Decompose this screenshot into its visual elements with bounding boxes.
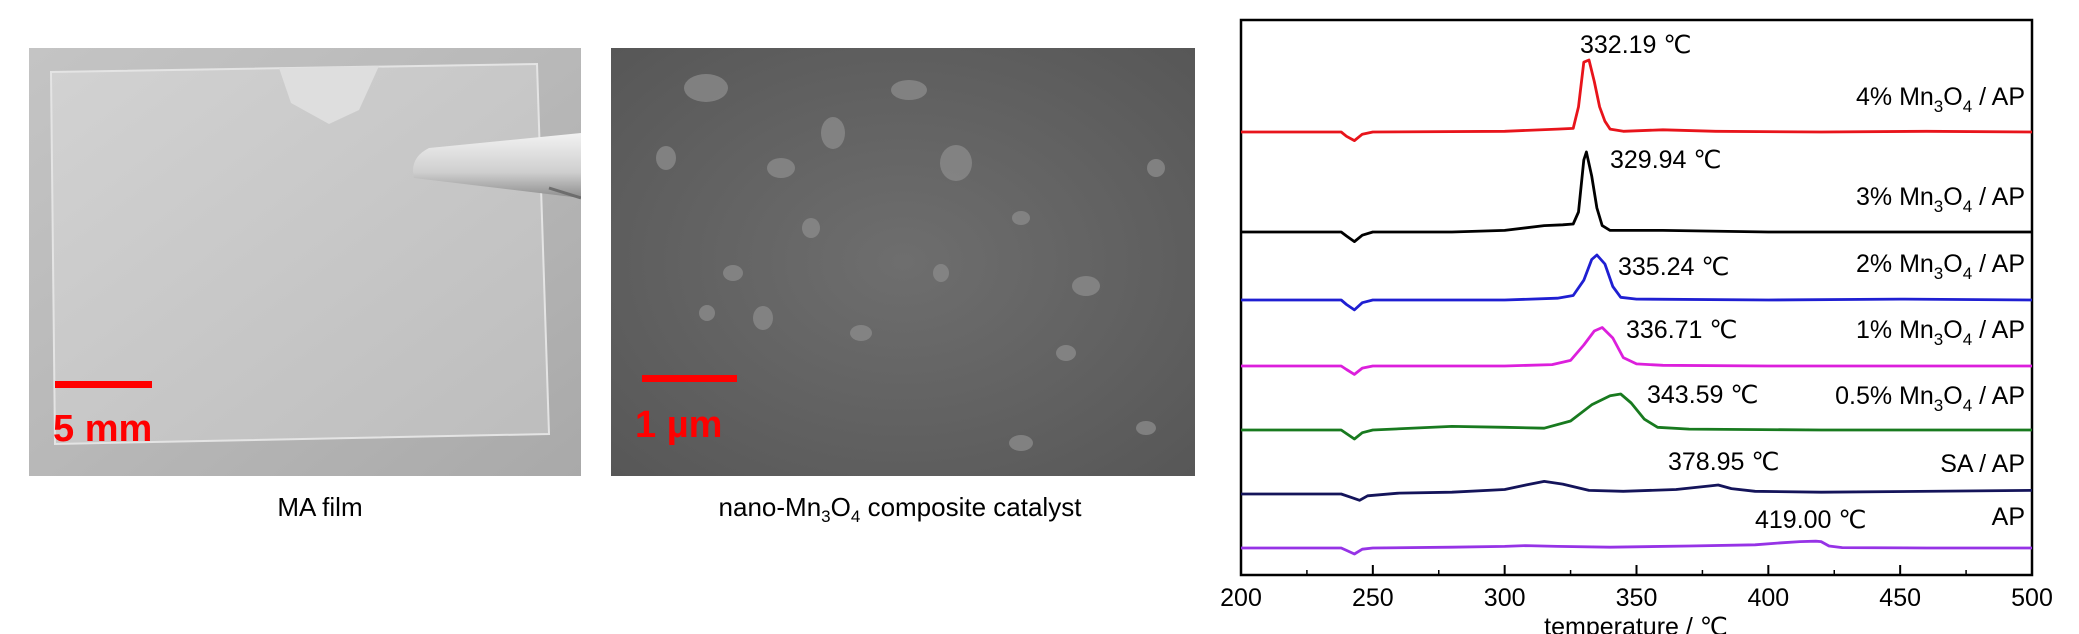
peak-label: 343.59 ℃ xyxy=(1647,381,1759,409)
x-tick-label: 450 xyxy=(1879,584,1921,612)
series-name-label: 3% Mn3O4 / AP xyxy=(1856,183,2025,216)
x-axis-title: temperature / ℃ xyxy=(1544,613,1728,634)
caption-sub-4: 4 xyxy=(850,507,861,527)
series-name-label: 1% Mn3O4 / AP xyxy=(1856,316,2025,349)
series-name-label: 0.5% Mn3O4 / AP xyxy=(1835,382,2025,415)
film-caption: MA film xyxy=(277,492,363,522)
x-tick-label: 400 xyxy=(1747,584,1789,612)
peak-label: 335.24 ℃ xyxy=(1618,253,1730,281)
film-scale-label: 5 mm xyxy=(53,408,153,450)
series-line xyxy=(1241,392,2032,441)
series-line xyxy=(1241,539,2032,556)
series-line xyxy=(1241,253,2033,312)
series-name-label: SA / AP xyxy=(1940,450,2025,478)
series-line xyxy=(1241,58,2033,142)
catalyst-sem-photo xyxy=(611,48,1195,476)
series-name-label: AP xyxy=(1992,503,2025,531)
caption-sub-3: 3 xyxy=(821,507,831,527)
catalyst-scale-bar xyxy=(642,375,737,382)
caption-o: O xyxy=(830,492,851,522)
x-tick-label: 500 xyxy=(2011,584,2053,612)
dsc-chart: 200 250 300 350 400 450 500 332.19 ℃ 4% Mn3O4 /… xyxy=(1220,18,2053,634)
catalyst-caption: nano-Mn3O4 composite catalyst xyxy=(680,492,1120,527)
x-tick-label: 350 xyxy=(1616,584,1658,612)
peak-label: 419.00 ℃ xyxy=(1755,506,1867,534)
x-tick-label: 250 xyxy=(1352,584,1394,612)
series-name-label: 4% Mn3O4 / AP xyxy=(1856,83,2025,116)
x-tick-label: 300 xyxy=(1484,584,1526,612)
peak-label: 332.19 ℃ xyxy=(1580,31,1692,59)
caption-suffix: composite catalyst xyxy=(860,492,1082,522)
film-scale-bar xyxy=(55,381,152,388)
series-line xyxy=(1241,326,2032,376)
peak-label: 378.95 ℃ xyxy=(1668,448,1780,476)
series-name-label: 2% Mn3O4 / AP xyxy=(1856,250,2025,283)
ma-film-photo xyxy=(29,48,581,476)
caption-prefix: nano-Mn xyxy=(718,492,822,522)
peak-label: 336.71 ℃ xyxy=(1626,316,1738,344)
peak-label: 329.94 ℃ xyxy=(1610,146,1722,174)
series-line xyxy=(1241,480,2033,502)
x-tick-label: 200 xyxy=(1220,584,1262,612)
catalyst-scale-label: 1 µm xyxy=(635,404,723,446)
series-line xyxy=(1241,150,2032,243)
